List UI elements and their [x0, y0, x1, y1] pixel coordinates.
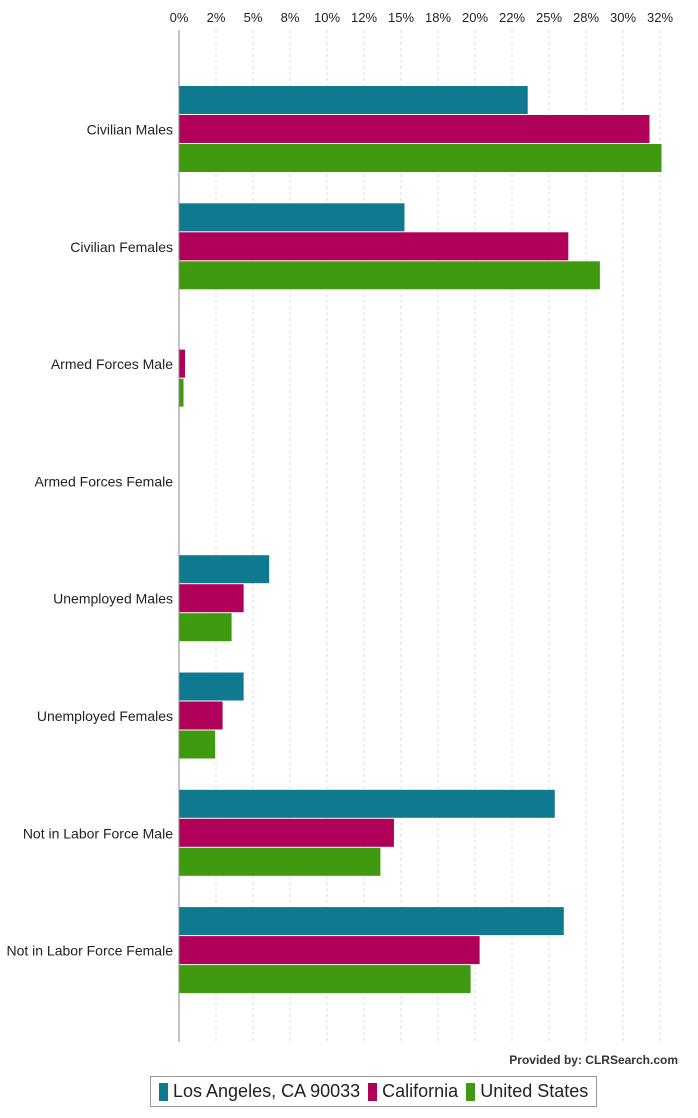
bar	[179, 232, 569, 261]
bar	[179, 349, 186, 378]
category-label: Not in Labor Force Male	[23, 825, 173, 841]
bar	[179, 86, 528, 114]
x-axis-ticks: 0% 2% 5% 8% 10% 12% 15% 18% 20% 22% 25% 28% 30% 32%	[170, 10, 674, 25]
bar	[179, 730, 216, 759]
legend-item-los-angeles: Los Angeles, CA 90033	[159, 1081, 360, 1102]
bar	[179, 613, 232, 642]
bar	[179, 203, 405, 232]
bar	[179, 847, 381, 876]
bar	[179, 261, 600, 290]
x-tick-label: 18%	[425, 10, 451, 25]
x-tick-label: 8%	[281, 10, 300, 25]
x-tick-label: 30%	[610, 10, 636, 25]
category-label: Armed Forces Male	[51, 356, 173, 372]
bar	[179, 965, 471, 994]
legend-label-united-states: United States	[480, 1081, 589, 1101]
bar	[179, 701, 223, 730]
bar	[179, 818, 394, 847]
bar	[179, 789, 555, 818]
x-tick-label: 28%	[573, 10, 599, 25]
x-tick-label: 15%	[388, 10, 414, 25]
category-label: Civilian Males	[87, 122, 173, 138]
legend-item-united-states: United States	[466, 1081, 588, 1102]
category-label: Not in Labor Force Female	[6, 943, 173, 959]
legend-label-california: California	[382, 1081, 459, 1101]
bars	[179, 86, 662, 994]
legend-item-california: California	[368, 1081, 458, 1102]
x-tick-label: 22%	[499, 10, 525, 25]
x-tick-label: 0%	[170, 10, 189, 25]
x-tick-label: 2%	[207, 10, 226, 25]
bar	[179, 144, 662, 172]
category-label: Armed Forces Female	[35, 473, 174, 489]
legend-swatch-los-angeles	[159, 1082, 168, 1101]
credit-text: Provided by: CLRSearch.com	[509, 1053, 678, 1067]
category-label: Unemployed Females	[37, 708, 173, 724]
x-tick-label: 5%	[244, 10, 263, 25]
x-tick-label: 20%	[462, 10, 488, 25]
bar	[179, 378, 184, 407]
bar	[179, 115, 650, 143]
bar	[179, 584, 244, 613]
bar-chart: 0% 2% 5% 8% 10% 12% 15% 18% 20% 22% 25% 28% 30% 32% C…	[6, 10, 674, 1042]
legend-swatch-california	[368, 1082, 378, 1101]
gridlines	[178, 30, 661, 1042]
bar	[179, 936, 480, 965]
legend-label-los-angeles: Los Angeles, CA 90033	[173, 1081, 361, 1101]
x-tick-label: 10%	[314, 10, 340, 25]
legend: Los Angeles, CA 90033 California United …	[150, 1076, 598, 1107]
category-labels: Civilian Males Civilian Females Armed Forc…	[6, 122, 173, 959]
x-tick-label: 12%	[351, 10, 377, 25]
x-tick-label: 25%	[536, 10, 562, 25]
bar	[179, 555, 270, 584]
legend-swatch-united-states	[466, 1082, 476, 1101]
bar	[179, 907, 564, 936]
category-label: Unemployed Males	[53, 591, 173, 607]
x-tick-label: 32%	[647, 10, 673, 25]
category-label: Civilian Females	[70, 239, 173, 255]
bar	[179, 672, 244, 701]
